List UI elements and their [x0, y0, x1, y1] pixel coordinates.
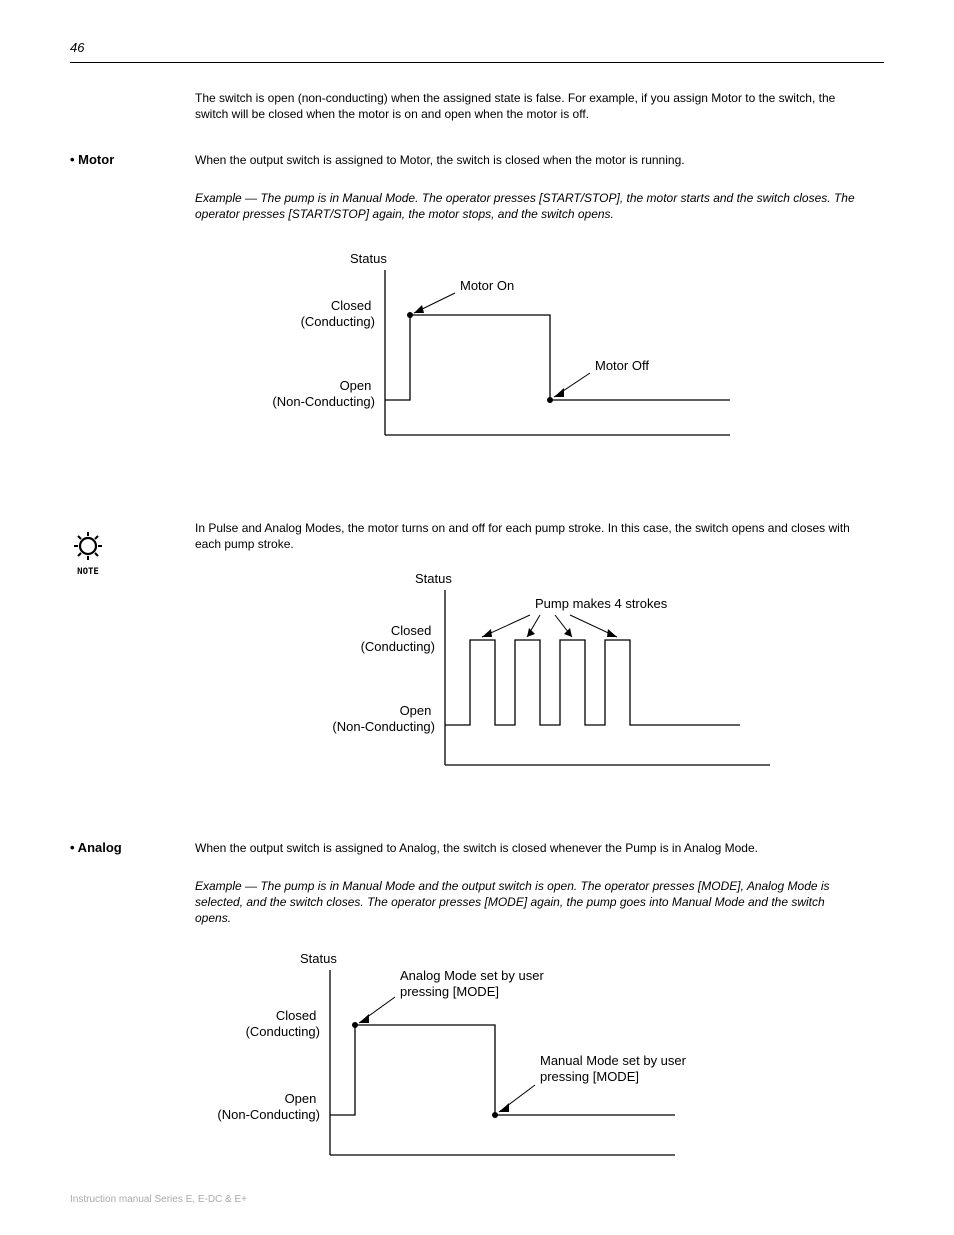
diagram2-pump-label: Pump makes 4 strokes — [535, 596, 668, 611]
diagram3-title: Status — [300, 951, 337, 966]
diagram1-closed-label: Closed (Conducting) — [301, 298, 375, 329]
section-motor-body1: When the output switch is assigned to Mo… — [195, 152, 864, 168]
diagram2-closed-label: Closed (Conducting) — [361, 623, 435, 654]
section-analog-heading: • Analog — [70, 840, 122, 855]
diagram1-motor-on-label: Motor On — [460, 278, 514, 293]
diagram1-motor-off-label: Motor Off — [595, 358, 649, 373]
svg-text:NOTE: NOTE — [77, 567, 99, 576]
page-number: 46 — [70, 40, 84, 55]
diagram1-title: Status — [350, 251, 387, 266]
diagram2-title: Status — [415, 571, 452, 586]
diagram-strokes: Status Pump makes 4 strokes Closed (Cond… — [260, 565, 780, 790]
footer-text: Instruction manual Series E, E-DC & E+ — [70, 1194, 884, 1205]
diagram3-open-label: Open (Non-Conducting) — [217, 1091, 320, 1122]
diagram1-open-label: Open (Non-Conducting) — [272, 378, 375, 409]
header-rule — [70, 62, 884, 63]
diagram3-on-label: Analog Mode set by user pressing [MODE] — [400, 968, 547, 999]
diagram3-closed-label: Closed (Conducting) — [246, 1008, 320, 1039]
diagram3-off-label: Manual Mode set by user pressing [MODE] — [540, 1053, 690, 1084]
diagram-analog: Status Analog Mode set by user pressing … — [175, 945, 735, 1175]
section-analog-body1: When the output switch is assigned to An… — [195, 840, 864, 856]
section-analog-example: Example — The pump is in Manual Mode and… — [195, 878, 864, 927]
diagram-motor: Status Motor On Motor Off Closed (Conduc… — [230, 245, 750, 455]
section-motor-heading: • Motor — [70, 152, 114, 167]
diagram2-open-label: Open (Non-Conducting) — [332, 703, 435, 734]
section-motor-note: In Pulse and Analog Modes, the motor tur… — [195, 520, 864, 552]
section-motor-example: Example — The pump is in Manual Mode. Th… — [195, 190, 864, 222]
note-icon: NOTE — [70, 530, 106, 581]
intro-paragraph: The switch is open (non-conducting) when… — [195, 90, 864, 122]
